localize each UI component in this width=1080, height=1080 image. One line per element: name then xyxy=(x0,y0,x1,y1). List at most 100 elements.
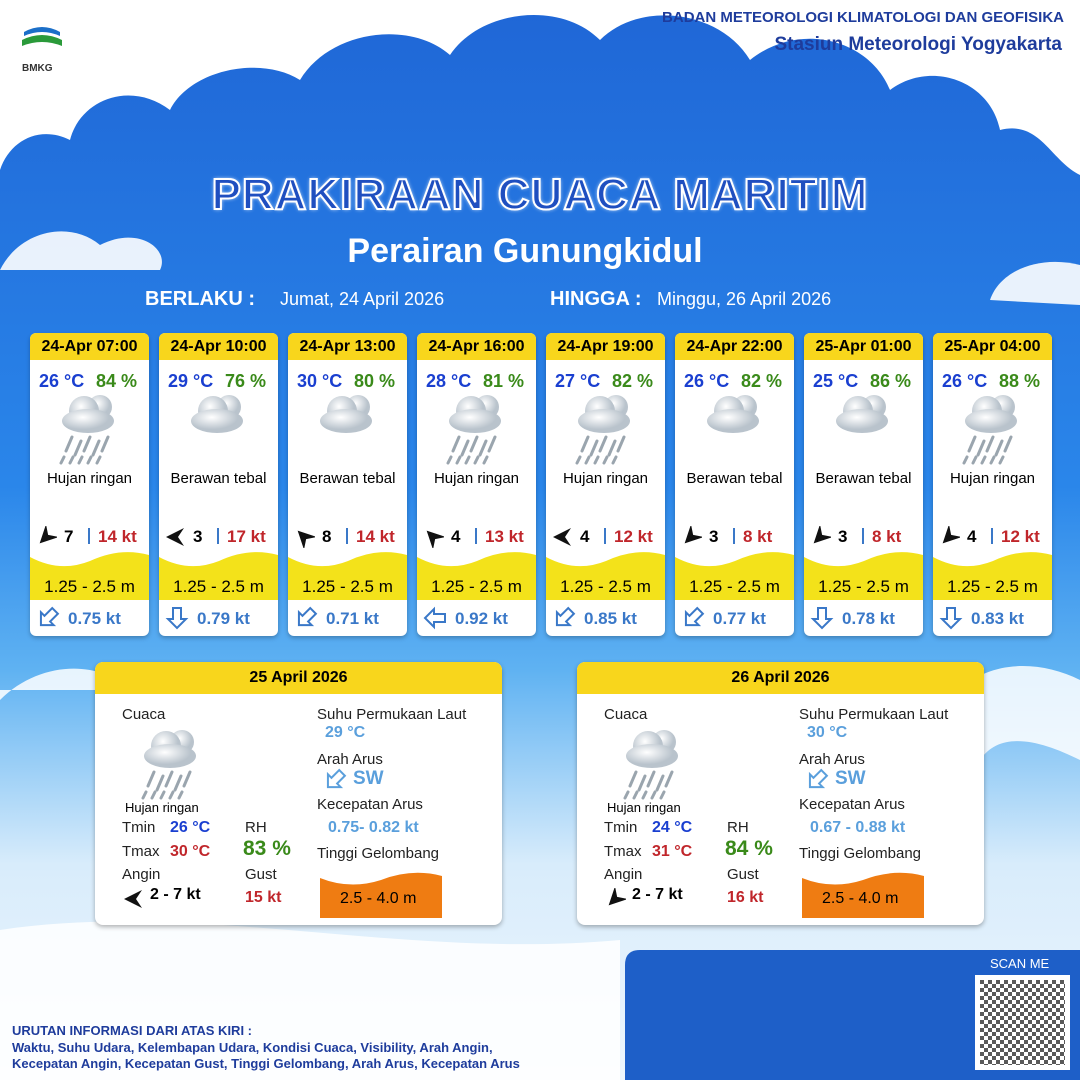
logo-text: BMKG xyxy=(22,63,53,74)
forecast-card: 24-Apr 07:00 26 °C 84 % Hujan ringan 7 14 kt 1… xyxy=(30,333,149,636)
label: Gust xyxy=(245,866,277,883)
card-time: 24-Apr 10:00 xyxy=(159,333,278,360)
condition: Berawan tebal xyxy=(815,470,912,487)
temperature: 26 °C xyxy=(942,371,988,391)
gust: 12 kt xyxy=(614,527,653,546)
label: Angin xyxy=(122,866,161,883)
wind-arrow xyxy=(297,530,315,548)
current-arrow xyxy=(326,768,347,789)
label: Tmin xyxy=(604,819,638,836)
wave-band xyxy=(30,552,149,600)
weather-icon xyxy=(320,395,372,433)
gust: 16 kt xyxy=(727,889,764,906)
condition: Hujan ringan xyxy=(125,800,199,815)
forecast-card: 25-Apr 01:00 25 °C 86 % Berawan tebal 3 8 kt 1… xyxy=(804,333,923,636)
forecast-card: 24-Apr 22:00 26 °C 82 % Berawan tebal 3 8 kt 1… xyxy=(675,333,794,636)
card-time: 24-Apr 13:00 xyxy=(288,333,407,360)
note-title: URUTAN INFORMASI DARI ATAS KIRI : xyxy=(12,1023,252,1038)
separator xyxy=(346,528,348,544)
rh: 84 % xyxy=(725,837,773,860)
label: RH xyxy=(727,819,749,836)
wave-band xyxy=(802,872,924,918)
card-time: 25-Apr 01:00 xyxy=(804,333,923,360)
weather-icon xyxy=(446,395,501,465)
current-speed: 0.75- 0.82 kt xyxy=(328,819,419,836)
current-speed: 0.79 kt xyxy=(197,609,250,628)
label: RH xyxy=(245,819,267,836)
separator xyxy=(217,528,219,544)
wave-height: 1.25 - 2.5 m xyxy=(560,577,651,596)
temperature: 30 °C xyxy=(297,371,343,391)
weather-icon xyxy=(191,395,243,433)
wave-band xyxy=(159,552,278,600)
temperature: 27 °C xyxy=(555,371,601,391)
weather-icon xyxy=(623,730,678,800)
humidity: 86 % xyxy=(870,371,912,391)
current-speed: 0.78 kt xyxy=(842,609,895,628)
wind-arrow xyxy=(426,530,444,548)
wind: 2 - 7 kt xyxy=(632,886,683,903)
gust: 14 kt xyxy=(98,527,137,546)
separator xyxy=(475,528,477,544)
label: Tinggi Gelombang xyxy=(317,845,440,862)
label: Suhu Permukaan Laut xyxy=(799,706,949,723)
daily-date: 25 April 2026 xyxy=(95,662,502,694)
humidity: 80 % xyxy=(354,371,396,391)
gust: 15 kt xyxy=(245,889,282,906)
temperature: 25 °C xyxy=(813,371,859,391)
wind-speed: 4 xyxy=(967,527,977,546)
current-speed: 0.71 kt xyxy=(326,609,379,628)
valid-to-label: HINGGA : xyxy=(550,288,642,310)
current-arrow xyxy=(297,606,318,627)
separator xyxy=(862,528,864,544)
tmin: 26 °C xyxy=(170,819,211,836)
wind-speed: 7 xyxy=(64,527,74,546)
wave-height: 1.25 - 2.5 m xyxy=(302,577,393,596)
label: Arah Arus xyxy=(317,751,383,768)
card-time: 25-Apr 04:00 xyxy=(933,333,1052,360)
temperature: 28 °C xyxy=(426,371,472,391)
label: Arah Arus xyxy=(799,751,865,768)
current-arrow xyxy=(939,607,963,630)
separator xyxy=(991,528,993,544)
wave-height: 1.25 - 2.5 m xyxy=(947,577,1038,596)
current-arrow xyxy=(423,606,446,630)
gust: 12 kt xyxy=(1001,527,1040,546)
separator xyxy=(88,528,90,544)
title: PRAKIRAAN CUACA MARITIM xyxy=(211,169,869,220)
gust: 8 kt xyxy=(872,527,902,546)
wind-speed: 3 xyxy=(193,527,203,546)
forecast-card: 24-Apr 16:00 28 °C 81 % Hujan ringan 4 13 kt 1… xyxy=(417,333,536,636)
gust: 8 kt xyxy=(743,527,773,546)
current-speed: 0.77 kt xyxy=(713,609,766,628)
wind-arrow xyxy=(942,526,960,544)
current-arrow xyxy=(810,607,834,630)
subtitle: Perairan Gunungkidul xyxy=(347,232,703,270)
note-line: Kecepatan Angin, Kecepatan Gust, Tinggi … xyxy=(12,1056,520,1071)
gust: 17 kt xyxy=(227,527,266,546)
forecast-card: 24-Apr 19:00 27 °C 82 % Hujan ringan 4 12 kt 1… xyxy=(546,333,665,636)
humidity: 82 % xyxy=(741,371,783,391)
condition: Hujan ringan xyxy=(562,470,649,487)
card-time: 24-Apr 07:00 xyxy=(30,333,149,360)
current-direction: SW xyxy=(353,768,384,789)
current-arrow xyxy=(555,606,576,627)
wave-band xyxy=(804,552,923,600)
condition: Berawan tebal xyxy=(299,470,396,487)
humidity: 84 % xyxy=(96,371,138,391)
label: Gust xyxy=(727,866,759,883)
valid-to: Minggu, 26 April 2026 xyxy=(657,289,832,309)
weather-icon xyxy=(141,730,196,800)
humidity: 88 % xyxy=(999,371,1041,391)
current-speed: 0.67 - 0.88 kt xyxy=(810,819,906,836)
wave-height: 2.5 - 4.0 m xyxy=(822,890,899,907)
note-line: Waktu, Suhu Udara, Kelembapan Udara, Kon… xyxy=(12,1040,493,1055)
forecast-card: 24-Apr 10:00 29 °C 76 % Berawan tebal 3 17 kt… xyxy=(159,333,278,636)
wind-speed: 4 xyxy=(451,527,461,546)
sst: 29 °C xyxy=(325,724,366,741)
wind-arrow xyxy=(166,528,184,546)
wave-height: 1.25 - 2.5 m xyxy=(818,577,909,596)
org-name: BADAN METEOROLOGI KLIMATOLOGI DAN GEOFIS… xyxy=(662,9,1064,26)
